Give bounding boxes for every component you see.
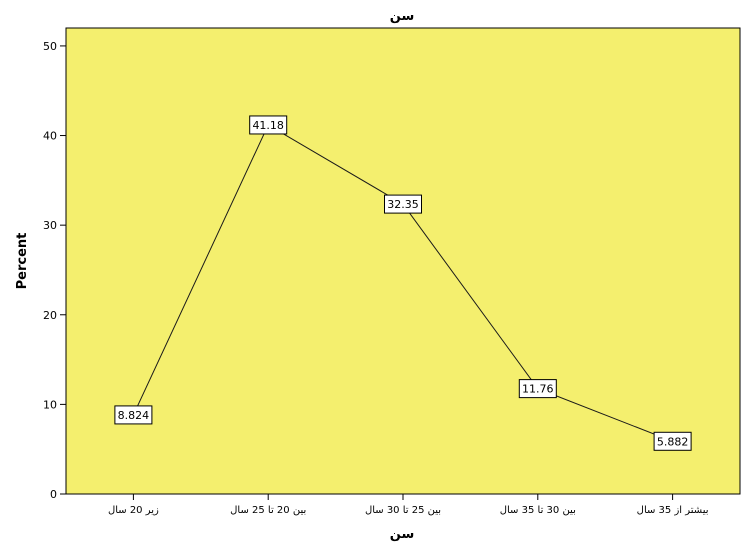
y-tick-label: 20 (43, 309, 57, 322)
data-label: 8.824 (114, 405, 153, 425)
series-segment (267, 124, 404, 205)
data-label-box (653, 431, 692, 451)
series-segment (132, 124, 269, 416)
data-label-box (518, 379, 557, 399)
y-tick-label: 40 (43, 130, 57, 143)
data-label-box (384, 194, 422, 214)
data-label-text: 41.18 (252, 119, 284, 132)
data-label: 5.882 (653, 431, 692, 451)
data-labels: 8.824 41.18 32.35 11.76 5.882 (114, 115, 692, 451)
series-segment (537, 388, 673, 442)
x-tick-label: بیشتر از 35 سال (637, 505, 709, 516)
chart-title: سن (390, 9, 414, 24)
series-line (132, 124, 673, 442)
x-axis: زیر 20 سال بین 20 تا 25 سال بین 25 تا 30 س… (108, 494, 709, 516)
data-label-text: 8.824 (118, 409, 150, 422)
y-tick-label: 0 (50, 488, 57, 501)
y-axis: 0 10 20 30 40 50 (43, 40, 66, 501)
series-segment (402, 203, 539, 389)
data-label: 11.76 (518, 379, 557, 399)
y-tick-label: 50 (43, 40, 57, 53)
x-tick-label: بین 20 تا 25 سال (230, 505, 306, 516)
data-label-text: 5.882 (657, 435, 689, 448)
x-tick-label: زیر 20 سال (108, 505, 159, 516)
data-label-text: 11.76 (522, 383, 554, 396)
y-tick-label: 10 (43, 398, 57, 411)
data-label-box (114, 405, 153, 425)
x-axis-title: سن (390, 527, 414, 542)
data-label: 32.35 (384, 194, 422, 214)
x-tick-label: بین 25 تا 30 سال (365, 505, 441, 516)
plot-area (65, 27, 741, 495)
data-label: 41.18 (249, 115, 288, 135)
x-tick-label: بین 30 تا 35 سال (500, 505, 576, 516)
y-axis-title: Percent (15, 233, 30, 290)
y-tick-label: 30 (43, 219, 57, 232)
data-label-text: 32.35 (387, 198, 419, 211)
data-label-box (249, 115, 288, 135)
